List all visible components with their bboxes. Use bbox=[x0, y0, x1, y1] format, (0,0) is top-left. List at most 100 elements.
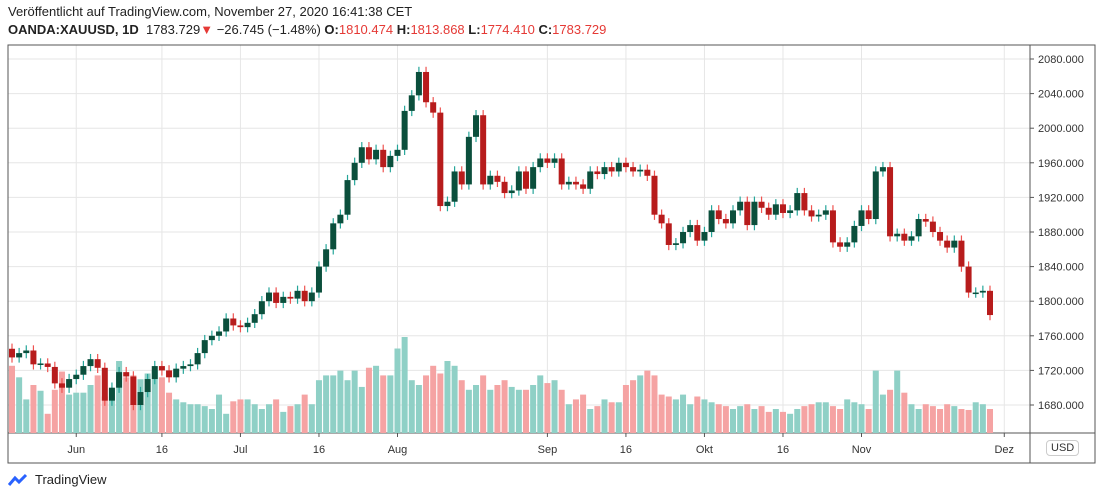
volume-bar bbox=[937, 409, 944, 433]
candle-body bbox=[308, 292, 315, 302]
volume-bar bbox=[180, 402, 187, 433]
volume-bar bbox=[801, 406, 808, 433]
candle-body bbox=[537, 158, 544, 168]
volume-bar bbox=[829, 406, 836, 433]
symbol-name[interactable]: OANDA:XAUUSD, 1D bbox=[8, 22, 139, 37]
candle-body bbox=[580, 184, 587, 189]
candle-body bbox=[30, 350, 37, 365]
volume-bar bbox=[144, 373, 151, 433]
volume-bar bbox=[458, 380, 465, 433]
candle-body bbox=[587, 171, 594, 189]
candle-body bbox=[879, 167, 886, 172]
volume-bar bbox=[929, 406, 936, 433]
candle-body bbox=[473, 115, 480, 137]
y-tick-label: 1720.000 bbox=[1038, 365, 1084, 377]
candle-body bbox=[722, 219, 729, 224]
candle-body bbox=[594, 171, 601, 175]
volume-bar bbox=[37, 390, 44, 433]
volume-bar bbox=[979, 404, 986, 433]
candle-body bbox=[837, 242, 844, 247]
candle-body bbox=[558, 158, 565, 185]
candle-body bbox=[480, 115, 487, 185]
candle-body bbox=[230, 318, 237, 326]
volume-bar bbox=[765, 411, 772, 433]
volume-bar bbox=[344, 380, 351, 433]
close-value: 1783.729 bbox=[552, 22, 607, 37]
volume-bar bbox=[158, 377, 165, 433]
x-tick-label: Jul bbox=[233, 444, 247, 456]
candle-body bbox=[330, 223, 337, 250]
y-tick-label: 1760.000 bbox=[1038, 331, 1084, 343]
volume-bar bbox=[301, 394, 308, 433]
volume-bar bbox=[358, 386, 365, 433]
volume-bar bbox=[108, 388, 115, 433]
candle-body bbox=[744, 201, 751, 226]
candle-body bbox=[401, 110, 408, 150]
volume-bar bbox=[451, 365, 458, 433]
volume-bar bbox=[815, 402, 822, 433]
price-change: −26.745 (−1.48%) bbox=[216, 22, 321, 37]
volume-bar bbox=[30, 385, 37, 433]
volume-bar bbox=[251, 404, 258, 433]
volume-bar bbox=[744, 404, 751, 433]
candle-body bbox=[687, 225, 694, 232]
high-label: H: bbox=[396, 22, 411, 37]
candle-body bbox=[408, 95, 415, 111]
volume-bar bbox=[380, 375, 387, 433]
candle-body bbox=[922, 219, 929, 222]
volume-bar bbox=[694, 396, 701, 433]
candle-body bbox=[530, 167, 537, 189]
volume-bar bbox=[66, 394, 73, 433]
volume-bar bbox=[173, 399, 180, 433]
candle-body bbox=[644, 169, 651, 176]
volume-bar bbox=[837, 409, 844, 433]
volume-bar bbox=[44, 413, 51, 433]
candle-body bbox=[894, 233, 901, 237]
volume-bar bbox=[922, 404, 929, 433]
candle-body bbox=[387, 155, 394, 168]
volume-bar bbox=[208, 409, 215, 433]
volume-bar bbox=[701, 399, 708, 433]
volume-bar bbox=[23, 399, 30, 433]
volume-bar bbox=[494, 385, 501, 433]
published-info: Veröffentlicht auf TradingView.com, Nove… bbox=[8, 4, 413, 19]
volume-bar bbox=[630, 380, 637, 433]
candle-body bbox=[829, 210, 836, 243]
candle-body bbox=[508, 190, 515, 194]
volume-bar bbox=[915, 409, 922, 433]
candle-body bbox=[144, 379, 151, 393]
currency-badge[interactable]: USD bbox=[1046, 440, 1080, 456]
candle-body bbox=[437, 112, 444, 207]
candle-body bbox=[887, 167, 894, 237]
candle-body bbox=[94, 359, 101, 368]
candle-body bbox=[601, 167, 608, 175]
candle-body bbox=[901, 233, 908, 241]
candle-body bbox=[965, 266, 972, 293]
candle-body bbox=[116, 372, 123, 388]
candle-body bbox=[265, 292, 272, 302]
candle-body bbox=[394, 149, 401, 156]
candle-body bbox=[108, 387, 115, 401]
candle-body bbox=[451, 171, 458, 202]
candle-body bbox=[680, 232, 687, 244]
volume-bar bbox=[665, 396, 672, 433]
candle-body bbox=[637, 169, 644, 172]
candle-body bbox=[301, 290, 308, 302]
volume-bar bbox=[9, 365, 15, 433]
tradingview-logo[interactable]: TradingView bbox=[8, 472, 107, 487]
volume-bar bbox=[401, 337, 408, 433]
volume-bar bbox=[58, 371, 65, 433]
candle-body bbox=[173, 368, 180, 378]
low-label: L: bbox=[468, 22, 481, 37]
volume-bar bbox=[187, 404, 194, 433]
volume-bar bbox=[558, 389, 565, 433]
candle-body bbox=[715, 210, 722, 220]
volume-bar bbox=[430, 365, 437, 433]
candle-body bbox=[658, 214, 665, 224]
candle-body bbox=[123, 372, 130, 377]
candle-body bbox=[915, 219, 922, 237]
candle-body bbox=[66, 379, 73, 388]
logo-text: TradingView bbox=[35, 472, 107, 487]
candle-body bbox=[430, 102, 437, 113]
